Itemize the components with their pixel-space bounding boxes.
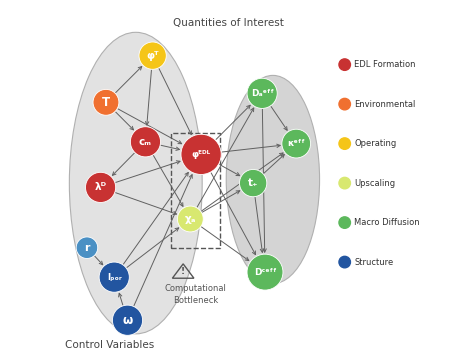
Text: EDL Formation: EDL Formation [355,60,416,69]
Text: t₊: t₊ [248,178,258,188]
Text: Control Variables: Control Variables [65,340,154,350]
Text: φᴱᴰᴸ: φᴱᴰᴸ [191,150,210,159]
Circle shape [177,206,203,232]
Text: !: ! [181,267,185,276]
Circle shape [247,78,277,108]
Circle shape [93,89,119,115]
Text: φᵀ: φᵀ [146,51,159,61]
Circle shape [247,254,283,290]
Text: lₚₒᵣ: lₚₒᵣ [107,272,122,282]
Text: Dᶜᵉᶠᶠ: Dᶜᵉᶠᶠ [254,267,276,277]
Text: Macro Diffusion: Macro Diffusion [355,218,420,227]
Circle shape [99,262,129,292]
Circle shape [139,42,166,69]
Text: Operating: Operating [355,139,397,148]
Text: Structure: Structure [355,257,393,267]
Circle shape [112,305,143,335]
Circle shape [239,169,267,197]
Circle shape [339,256,350,268]
Ellipse shape [69,32,202,334]
Circle shape [339,177,350,189]
Circle shape [282,129,310,158]
Text: Computational
Bottleneck: Computational Bottleneck [165,284,227,305]
Text: χₐ: χₐ [184,214,196,224]
Circle shape [181,134,221,174]
Bar [171,133,220,248]
Text: Upscaling: Upscaling [355,178,395,188]
Text: T: T [102,96,110,109]
Text: cₘ: cₘ [139,137,152,147]
Circle shape [339,217,350,228]
Text: Quantities of Interest: Quantities of Interest [173,18,283,28]
Text: λᴰ: λᴰ [94,182,107,192]
Circle shape [130,127,161,157]
Circle shape [339,98,350,110]
Text: Environmental: Environmental [355,99,416,109]
Circle shape [76,237,98,258]
Text: ω: ω [122,314,133,327]
Circle shape [339,59,350,70]
Circle shape [339,138,350,149]
Circle shape [85,172,116,202]
Ellipse shape [226,75,319,284]
Text: r: r [84,243,90,253]
Text: Dₐᵉᶠᶠ: Dₐᵉᶠᶠ [251,89,273,98]
Text: κᵉᶠᶠ: κᵉᶠᶠ [287,139,305,148]
